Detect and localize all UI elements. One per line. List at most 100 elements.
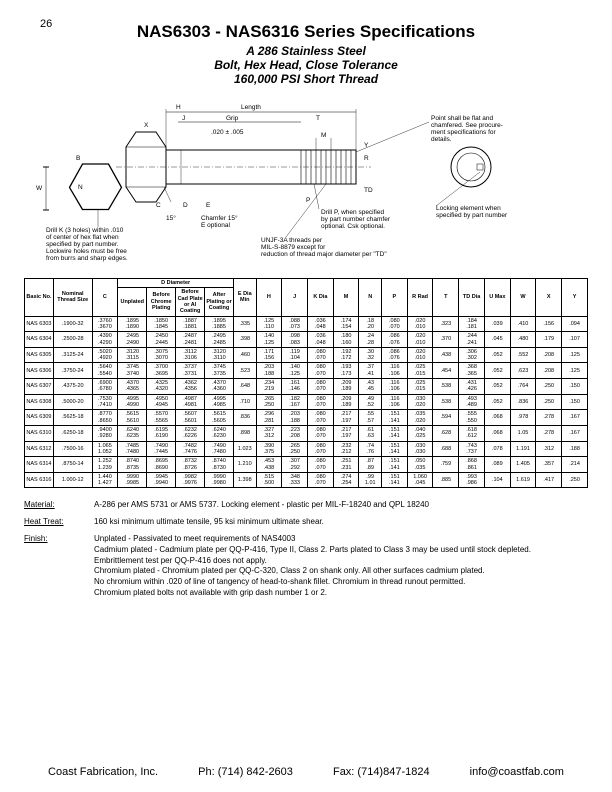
table-cell: .480 [510, 332, 536, 348]
table-cell: .4995.4985 [205, 394, 234, 410]
table-cell: .390.375 [256, 441, 282, 457]
table-cell: .052 [484, 363, 510, 379]
table-cell: .306.302 [459, 347, 485, 363]
table-cell: .1887.1881 [176, 316, 205, 332]
subtitle-psi: 160,000 PSI Short Thread [24, 72, 588, 86]
table-cell: 1.191 [510, 441, 536, 457]
table-cell: .3745.3735 [205, 363, 234, 379]
table-cell: .357 [536, 457, 562, 473]
table-cell: .3125-24 [53, 347, 92, 363]
material-label: Material: [24, 500, 94, 511]
table-cell: .151.141 [381, 472, 407, 488]
table-cell: .214 [562, 457, 588, 473]
finish-line: No chromium within .020 of line of tange… [94, 577, 588, 588]
table-cell: .151.141 [381, 441, 407, 457]
svg-text:E: E [206, 202, 211, 209]
table-cell: NAS 6305 [25, 347, 54, 363]
svg-text:R: R [364, 155, 369, 162]
table-cell: .234.219 [256, 379, 282, 395]
table-cell: .431.426 [459, 379, 485, 395]
col-k: K Dia [308, 279, 334, 317]
svg-text:Chamfer 15°E optional: Chamfer 15°E optional [201, 214, 238, 229]
table-cell: .410 [510, 316, 536, 332]
footer-phone: Ph: (714) 842-2603 [198, 766, 293, 778]
table-cell: .3750-24 [53, 363, 92, 379]
table-cell: .8740.8735 [118, 457, 147, 473]
table-cell: .885 [433, 472, 459, 488]
table-cell: .5615.5605 [205, 410, 234, 426]
table-cell: .171.156 [256, 347, 282, 363]
heat-text: 160 ksi minimum ultimate tensile, 95 ksi… [94, 517, 588, 528]
svg-text:C: C [156, 202, 161, 209]
table-cell: .6900.6780 [92, 379, 118, 395]
table-cell: .648 [234, 379, 257, 395]
table-cell: .3760.3670 [92, 316, 118, 332]
table-cell: .7500-16 [53, 441, 92, 457]
table-cell: .710 [234, 394, 257, 410]
table-cell: .4325.4320 [147, 379, 176, 395]
table-cell: NAS 6307 [25, 379, 54, 395]
table-cell: .618.612 [459, 425, 485, 441]
col-thread-size: Nominal Thread Size [53, 279, 92, 317]
table-cell: .020.010 [407, 316, 433, 332]
table-cell: .370 [433, 332, 459, 348]
table-cell: .55.57 [359, 410, 382, 426]
table-cell: .3120.3110 [205, 347, 234, 363]
table-cell: .265.250 [256, 394, 282, 410]
svg-text:D: D [183, 202, 188, 209]
table-cell: .764 [510, 379, 536, 395]
svg-text:H: H [176, 104, 181, 111]
table-cell: .209.189 [333, 394, 359, 410]
table-cell: .161.146 [282, 379, 308, 395]
table-cell: .156 [536, 316, 562, 332]
table-cell: .036.048 [308, 332, 334, 348]
table-cell: .1895.1885 [205, 316, 234, 332]
table-cell: NAS 6310 [25, 425, 54, 441]
table-cell: .368.365 [459, 363, 485, 379]
svg-text:Locking element whenspecified: Locking element whenspecified by part nu… [436, 205, 508, 219]
table-cell: .493.489 [459, 394, 485, 410]
table-cell: .74.76 [359, 441, 382, 457]
table-cell: .5615.5610 [118, 410, 147, 426]
page-number: 26 [40, 18, 52, 30]
table-cell: .4950.4945 [147, 394, 176, 410]
table-cell: 1.05 [510, 425, 536, 441]
table-cell: .217.197 [333, 410, 359, 426]
table-cell: .515.500 [256, 472, 282, 488]
col-d-diameter: D Diameter [118, 279, 234, 288]
col-before-cad: Before Cad Plate or Al Coating [176, 288, 205, 316]
table-cell: .898 [234, 425, 257, 441]
table-cell: 1.2521.239 [92, 457, 118, 473]
table-cell: .188 [562, 441, 588, 457]
table-cell: .296.281 [256, 410, 282, 426]
col-h: H [256, 279, 282, 317]
finish-line: Cadmium plated - Cadmium plate per QQ-P-… [94, 545, 588, 556]
table-cell: .18.20 [359, 316, 382, 332]
table-cell: 1.405 [510, 457, 536, 473]
table-cell: .086.076 [381, 332, 407, 348]
table-cell: .417 [536, 472, 562, 488]
table-cell: .61.63 [359, 425, 382, 441]
svg-text:UNJF-3A threads perMIL-S-8879: UNJF-3A threads perMIL-S-8879 except for… [261, 237, 387, 258]
table-cell: .348.333 [282, 472, 308, 488]
table-cell: .208 [536, 347, 562, 363]
col-y: Y [562, 279, 588, 317]
finish-text: Unplated - Passivated to meet requiremen… [94, 534, 588, 599]
table-cell: .335 [234, 316, 257, 332]
table-cell: .623 [510, 363, 536, 379]
table-cell: .150 [562, 394, 588, 410]
table-cell: .978 [510, 410, 536, 426]
table-cell: .9990.9985 [118, 472, 147, 488]
table-cell: .232.212 [333, 441, 359, 457]
col-n: N [359, 279, 382, 317]
table-row: NAS 6307.4375-20.6900.6780.4370.4365.432… [25, 379, 588, 395]
table-cell: .2500-28 [53, 332, 92, 348]
table-cell: .538 [433, 379, 459, 395]
table-cell: .594 [433, 410, 459, 426]
table-cell: .174.154 [333, 316, 359, 332]
bolt-diagram: N W B Length H Grip J T .020 ± .005 M D … [24, 92, 588, 272]
table-cell: .151.141 [381, 425, 407, 441]
table-cell: .9982.9976 [176, 472, 205, 488]
table-cell: .9945.9940 [147, 472, 176, 488]
table-cell: .3120.3115 [118, 347, 147, 363]
